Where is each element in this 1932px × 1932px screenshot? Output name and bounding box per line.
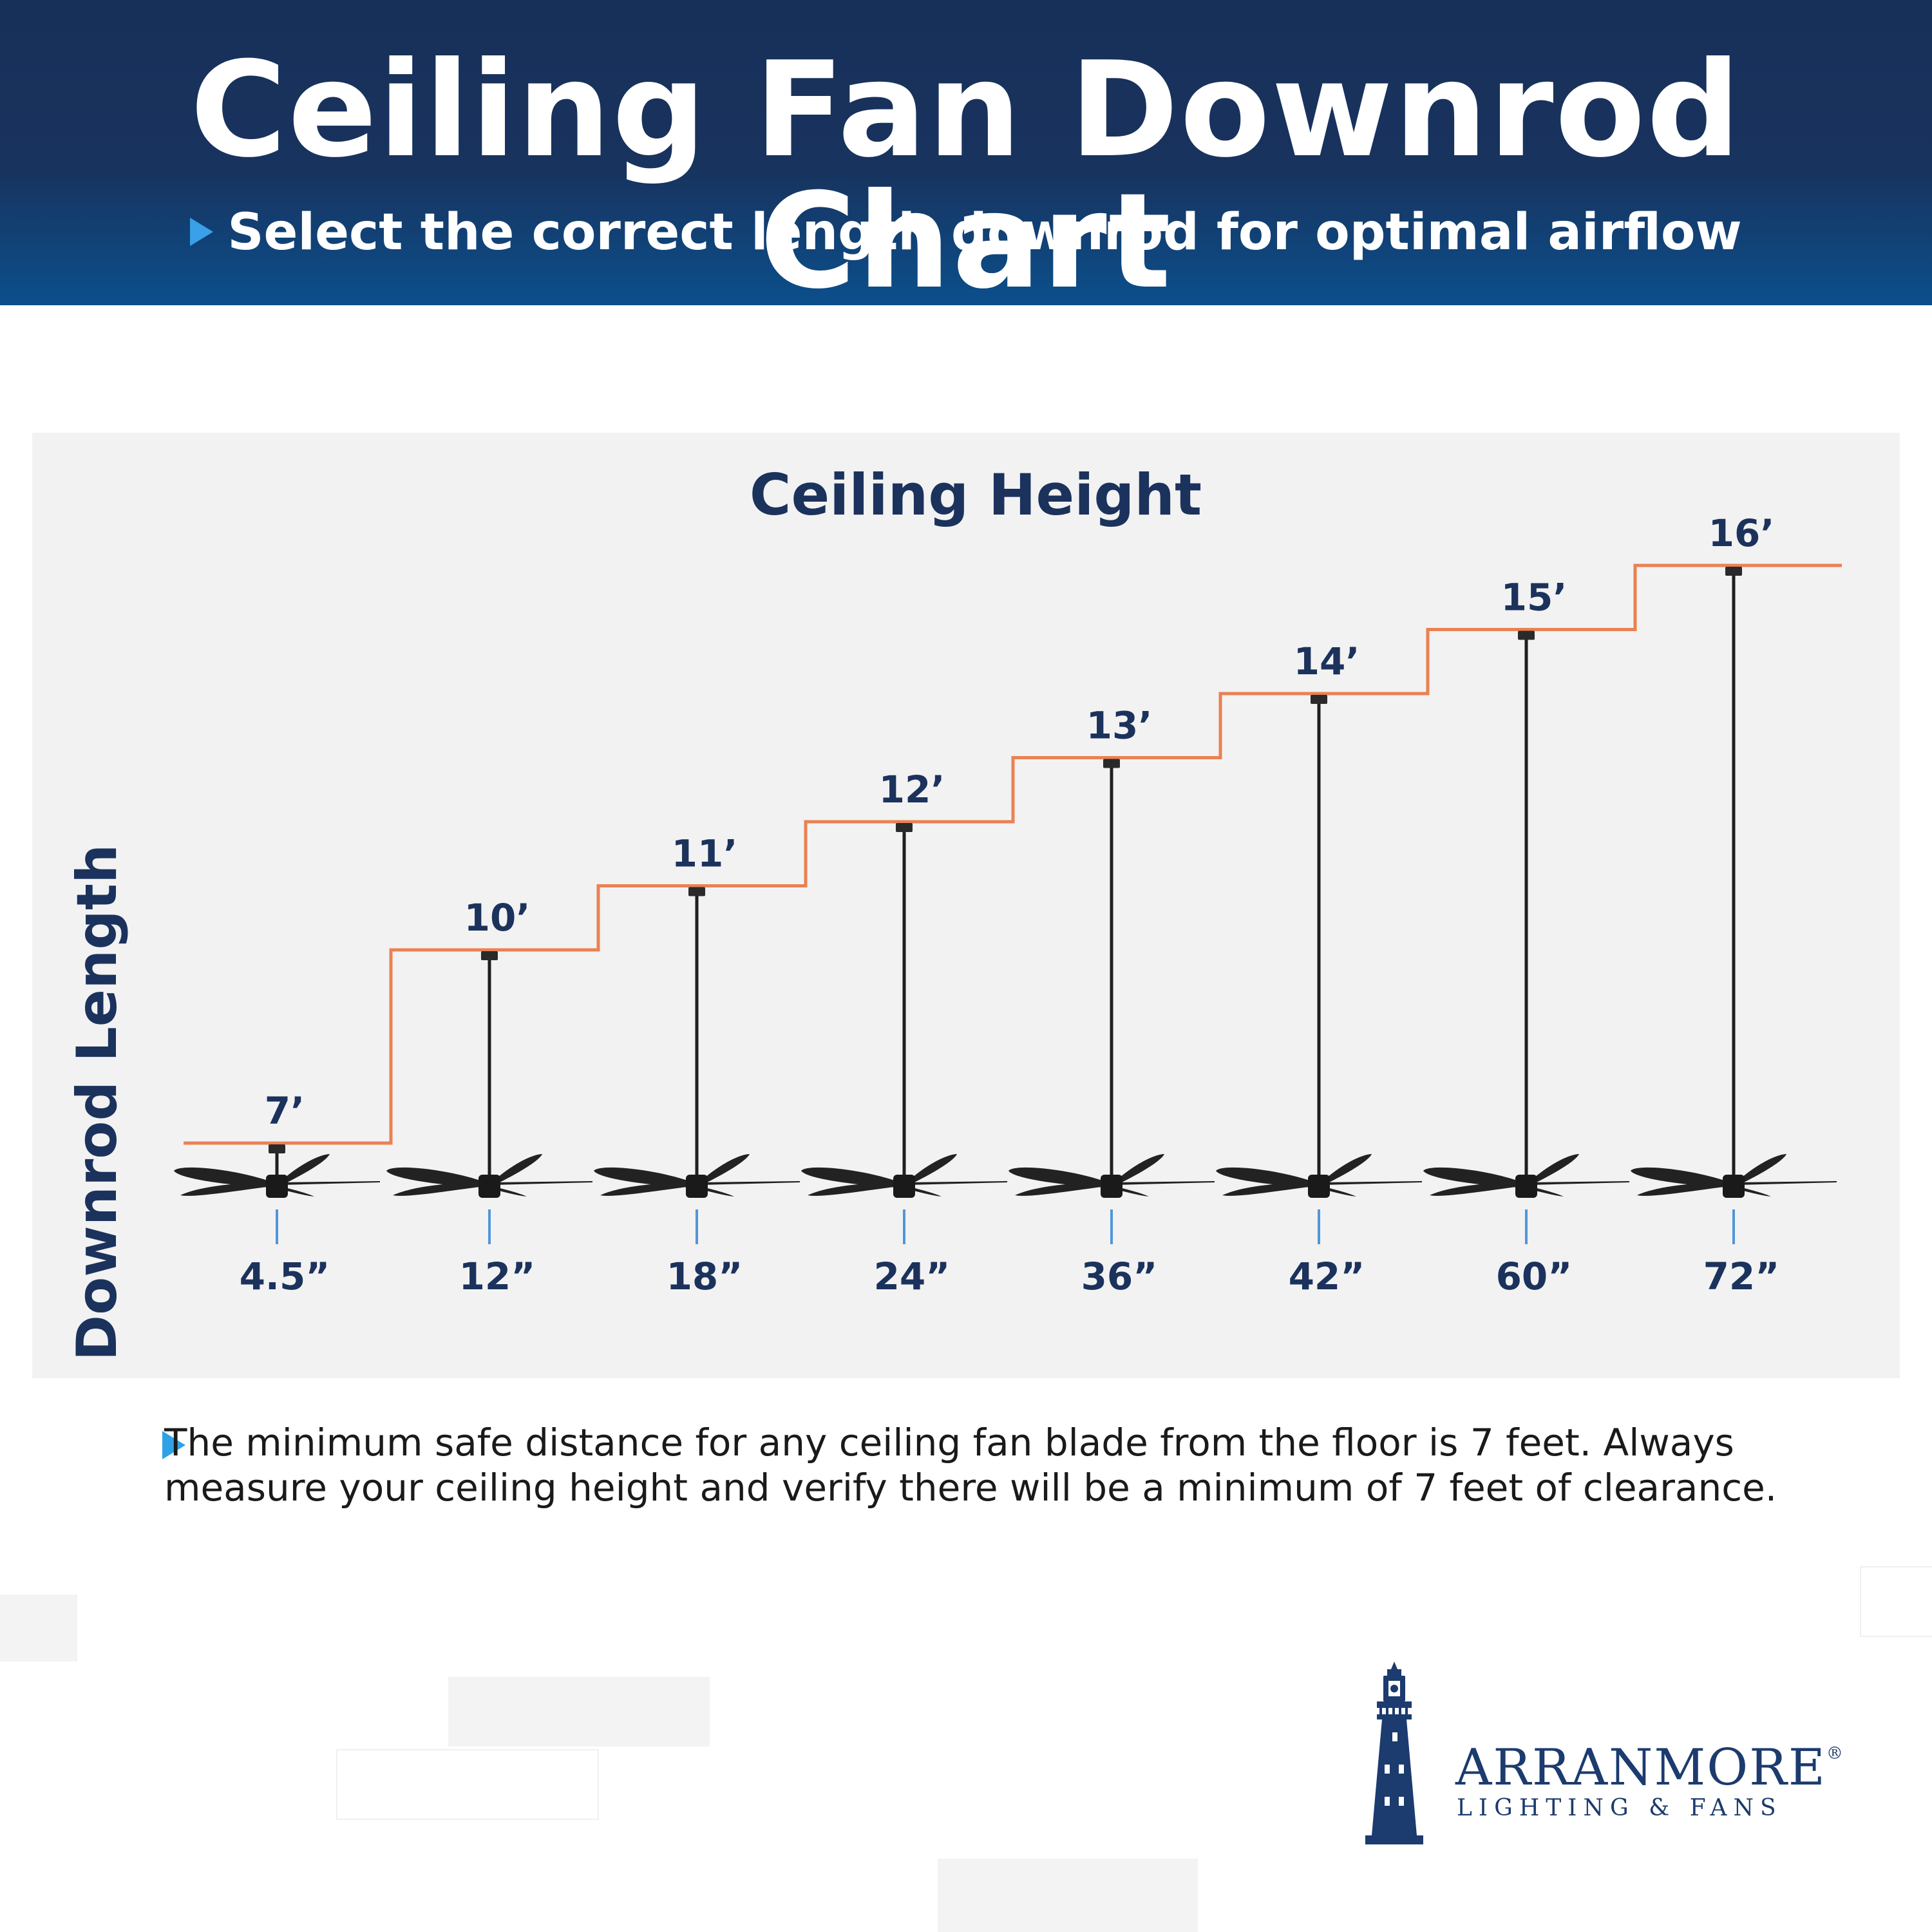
ceiling-step-line <box>184 564 1842 1145</box>
canopy-mount <box>688 887 705 896</box>
downrod-length-label: 18” <box>667 1255 743 1298</box>
motor-housing <box>478 1175 500 1198</box>
motor-housing <box>686 1175 708 1198</box>
lighthouse-icon <box>1365 1662 1423 1844</box>
fan-blade <box>1530 1154 1579 1185</box>
fan-blade <box>701 1181 800 1185</box>
fan-blade <box>1430 1182 1521 1196</box>
motor-housing <box>1723 1175 1745 1198</box>
canopy-mount <box>1103 759 1120 768</box>
fan-blade <box>1323 1181 1422 1185</box>
fan-blade <box>1530 1181 1629 1185</box>
downrod-length-label: 60” <box>1496 1255 1573 1298</box>
downrod-length-label: 12” <box>459 1255 536 1298</box>
ceiling-height-label: 12’ <box>879 768 945 811</box>
fan-blade <box>1115 1181 1215 1185</box>
canopy-mount <box>1311 695 1327 704</box>
canopy-mount <box>896 823 913 832</box>
motor-housing <box>1515 1175 1537 1198</box>
fan-blade <box>701 1154 750 1185</box>
fan-blade <box>386 1167 486 1188</box>
fan-blade <box>594 1167 693 1188</box>
background-block <box>336 1749 599 1820</box>
ceiling-height-label: 14’ <box>1294 639 1360 683</box>
canopy-mount <box>269 1144 285 1153</box>
downrod-length-label: 24” <box>874 1255 951 1298</box>
brand-tagline: LIGHTING & FANS <box>1457 1795 1783 1821</box>
fan-blade <box>1222 1182 1314 1196</box>
background-block <box>938 1859 1198 1932</box>
downrod-length-label: 72” <box>1703 1255 1780 1298</box>
subtitle: Select the correct length downrod for op… <box>0 207 1932 258</box>
background-block <box>448 1677 710 1747</box>
fan-blade <box>1009 1167 1108 1188</box>
note-arrow-icon <box>162 1431 185 1459</box>
fan-blade <box>393 1182 484 1196</box>
fan-blade <box>1423 1167 1522 1188</box>
ceiling-height-label: 15’ <box>1501 576 1567 620</box>
fan-blade <box>808 1182 899 1196</box>
ceiling-height-label: 16’ <box>1709 511 1775 555</box>
header-banner: Ceiling Fan Downrod Chart Select the cor… <box>0 0 1932 318</box>
fan-blade <box>908 1154 957 1185</box>
ceiling-height-label: 7’ <box>265 1089 305 1133</box>
fan-blade <box>908 1181 1007 1185</box>
fan-blade <box>1323 1154 1372 1185</box>
brand-name: ARRANMORE® <box>1455 1743 1844 1793</box>
fan-blade <box>1015 1182 1106 1196</box>
fan-blade <box>1738 1154 1786 1185</box>
ceiling-height-label: 13’ <box>1086 704 1153 748</box>
fan-blade <box>281 1154 330 1185</box>
page-title: Ceiling Fan Downrod Chart <box>190 34 1742 318</box>
chart-panel: Ceiling Height Downrod Length 7’ 4.5” 10’ 1… <box>32 433 1900 1378</box>
fan-blade <box>1631 1167 1730 1188</box>
fan-blade <box>1637 1182 1728 1196</box>
motor-housing <box>1101 1175 1122 1198</box>
fan-blade <box>281 1181 380 1185</box>
chart-title: Ceiling Height <box>750 462 1202 528</box>
downrod-length-label: 42” <box>1289 1255 1365 1298</box>
background-block <box>1860 1566 1932 1637</box>
fan-blade <box>1216 1167 1315 1188</box>
background-block <box>0 1595 77 1662</box>
play-arrow-icon <box>190 217 214 246</box>
motor-housing <box>266 1175 288 1198</box>
downrod-chart: Ceiling Height Downrod Length 7’ 4.5” 10’ 1… <box>65 462 1842 1361</box>
ceiling-height-label: 10’ <box>464 896 531 940</box>
canopy-mount <box>1518 630 1535 640</box>
brand-name-text: ARRANMORE <box>1455 1739 1826 1797</box>
motor-housing <box>1308 1175 1330 1198</box>
canopy-mount <box>481 951 498 960</box>
fan-blade <box>1115 1154 1164 1185</box>
fan-blade <box>180 1182 272 1196</box>
safety-note: The minimum safe distance for any ceilin… <box>164 1421 1777 1510</box>
motor-housing <box>893 1175 915 1198</box>
fan-blade <box>493 1154 542 1185</box>
canopy-mount <box>1725 567 1742 576</box>
y-axis-label: Downrod Length <box>65 844 129 1361</box>
registered-mark: ® <box>1826 1744 1844 1763</box>
ceiling-height-label: 11’ <box>672 832 738 876</box>
downrod-length-label: 4.5” <box>240 1255 330 1298</box>
fan-blade <box>1738 1181 1837 1185</box>
downrod-length-label: 36” <box>1081 1255 1158 1298</box>
fan-blade <box>801 1167 900 1188</box>
subtitle-text: Select the correct length downrod for op… <box>227 204 1742 261</box>
fan-blade <box>600 1182 692 1196</box>
fan-blade <box>493 1181 592 1185</box>
fan-blade <box>174 1167 273 1188</box>
